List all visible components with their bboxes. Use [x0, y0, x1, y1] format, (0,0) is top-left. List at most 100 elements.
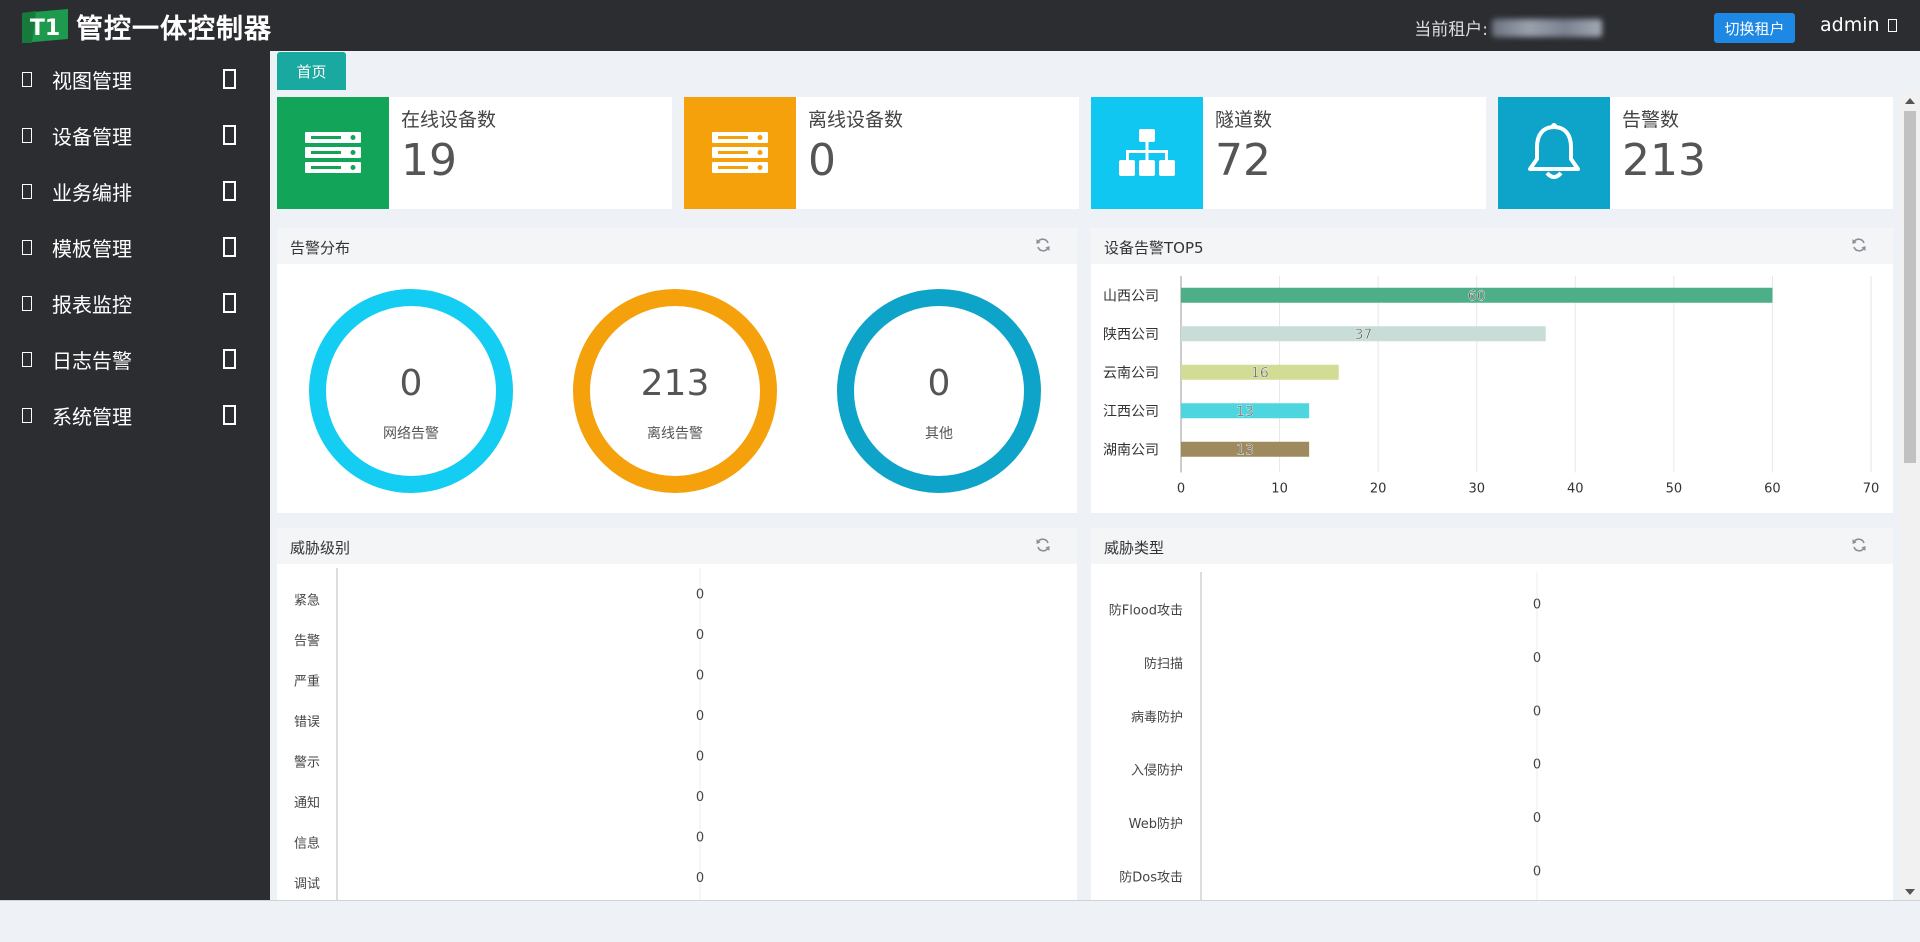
y-category-label: 入侵防护: [1131, 763, 1183, 779]
bar: [1181, 287, 1773, 303]
bar-value-label: 16: [1251, 365, 1269, 381]
sidebar-item-template-management[interactable]: 模板管理: [0, 219, 270, 275]
donut-network-alarm: 0 网络告警: [309, 289, 513, 493]
bar-value-label: 0: [696, 749, 704, 764]
panel-header: 设备告警TOP5: [1091, 228, 1893, 264]
switch-tenant-button[interactable]: 切换租户: [1714, 13, 1795, 43]
sidebar-item-log-alarm[interactable]: 日志告警: [0, 331, 270, 387]
tab-home[interactable]: 首页: [277, 52, 346, 90]
y-category-label: 湖南公司: [1103, 442, 1159, 458]
scrollbar-thumb[interactable]: [1904, 111, 1916, 463]
top5-bar-chart: 0 10 20 30 40 50 60 70 山西公司 60 陕西公司 37 云南公司 16 江西公司 13 湖…: [1103, 276, 1880, 497]
stat-title: 告警数: [1622, 109, 1680, 131]
menu-icon: [22, 407, 32, 423]
stat-title: 离线设备数: [808, 109, 904, 131]
user-dropdown-icon: [1887, 18, 1897, 32]
username: admin: [1820, 14, 1880, 36]
user-menu[interactable]: admin: [1820, 14, 1897, 36]
menu-icon: [22, 295, 32, 311]
bar-value-label: 0: [1533, 864, 1541, 879]
bar-value-label: 37: [1354, 327, 1372, 343]
scroll-down-icon[interactable]: [1905, 889, 1915, 895]
x-tick-label: 10: [1271, 482, 1288, 497]
y-category-label: 调试: [294, 877, 320, 892]
y-category-label: 病毒防护: [1131, 709, 1183, 725]
bar-value-label: 0: [1533, 598, 1541, 613]
alarm-distribution-panel: 告警分布 0 网络告警 213 离线告警 0 其他: [277, 228, 1077, 513]
bar-value-label: 0: [696, 628, 704, 643]
y-category-label: 告警: [294, 633, 320, 649]
stat-card-online-devices: 在线设备数 19: [277, 97, 672, 209]
y-category-label: 通知: [294, 795, 320, 811]
panel-header: 告警分布: [277, 228, 1077, 264]
y-category-label: 江西公司: [1103, 404, 1159, 420]
stat-title: 隧道数: [1215, 109, 1273, 131]
bar: [1181, 326, 1546, 342]
y-category-label: 防扫描: [1144, 656, 1183, 672]
x-tick-label: 50: [1666, 482, 1683, 497]
bar-value-label: 0: [696, 668, 704, 683]
donut-label: 其他: [925, 426, 953, 442]
sidebar: 视图管理 设备管理 业务编排 模板管理 报表监控 日志告警 系统管理: [0, 51, 270, 900]
svg-text:T1: T1: [30, 16, 60, 41]
sidebar-item-label: 视图管理: [52, 68, 132, 93]
y-category-label: 信息: [294, 835, 320, 851]
panel-title: 威胁类型: [1104, 539, 1165, 557]
threat-level-panel: 威胁级别 紧急 0 告警 0 严重 0 错误 0 警示 0 通知 0 信息 0 调试 0: [277, 528, 1077, 900]
refresh-icon[interactable]: [1035, 537, 1051, 553]
menu-icon: [22, 71, 32, 87]
y-category-label: 防Dos攻击: [1119, 869, 1183, 885]
expand-icon: [223, 181, 236, 201]
x-tick-label: 0: [1177, 482, 1185, 497]
donut-other: 0 其他: [837, 289, 1041, 493]
sidebar-item-report-monitoring[interactable]: 报表监控: [0, 275, 270, 331]
sidebar-item-label: 业务编排: [52, 180, 132, 205]
bar: [1181, 364, 1339, 380]
sidebar-item-service-orchestration[interactable]: 业务编排: [0, 163, 270, 219]
y-category-label: 严重: [294, 673, 320, 689]
tenant-name-redacted: [1492, 18, 1602, 37]
bar: [1181, 403, 1310, 419]
donut-offline-alarm: 213 离线告警: [573, 289, 777, 493]
stat-value: 213: [1622, 135, 1706, 186]
stat-value: 19: [401, 135, 457, 186]
sidebar-item-system-management[interactable]: 系统管理: [0, 387, 270, 443]
bar-value-label: 0: [696, 709, 704, 724]
stat-value: 0: [808, 135, 836, 186]
sidebar-item-device-management[interactable]: 设备管理: [0, 107, 270, 163]
threat-type-panel: 威胁类型 防Flood攻击 0 防扫描 0 病毒防护 0 入侵防护 0 Web防护 0 防Dos攻击…: [1091, 528, 1893, 900]
menu-icon: [22, 239, 32, 255]
server-icon: [684, 97, 796, 209]
x-tick-label: 70: [1863, 482, 1880, 497]
panel-header: 威胁类型: [1091, 528, 1893, 564]
refresh-icon[interactable]: [1035, 237, 1051, 253]
page-scrollbar[interactable]: [1900, 93, 1920, 900]
bell-icon: [1498, 97, 1610, 209]
bar-value-label: 0: [1533, 704, 1541, 719]
y-category-label: Web防护: [1129, 816, 1183, 832]
menu-icon: [22, 351, 32, 367]
y-category-label: 防Flood攻击: [1109, 603, 1183, 619]
scroll-up-icon[interactable]: [1905, 98, 1915, 104]
stat-value: 72: [1215, 135, 1271, 186]
donut-label: 网络告警: [383, 426, 439, 442]
donut-label: 离线告警: [647, 426, 703, 442]
refresh-icon[interactable]: [1851, 237, 1867, 253]
donut-value: 0: [927, 363, 951, 404]
y-category-label: 云南公司: [1103, 365, 1159, 381]
bar-value-label: 60: [1468, 288, 1486, 304]
threat-type-bar-chart: 防Flood攻击 0 防扫描 0 病毒防护 0 入侵防护 0 Web防护 0 防Dos攻击 0: [1109, 572, 1541, 900]
refresh-icon[interactable]: [1851, 537, 1867, 553]
bar-value-label: 0: [1533, 811, 1541, 826]
bar-value-label: 0: [696, 871, 704, 886]
panel-title: 告警分布: [290, 239, 351, 257]
y-category-label: 紧急: [294, 593, 320, 608]
stat-card-offline-devices: 离线设备数 0: [684, 97, 1079, 209]
expand-icon: [223, 125, 236, 145]
donut-value: 213: [640, 363, 710, 404]
bar-value-label: 0: [696, 790, 704, 805]
sidebar-item-view-management[interactable]: 视图管理: [0, 51, 270, 107]
x-tick-label: 60: [1764, 482, 1781, 497]
menu-icon: [22, 127, 32, 143]
bar-value-label: 13: [1236, 442, 1254, 458]
